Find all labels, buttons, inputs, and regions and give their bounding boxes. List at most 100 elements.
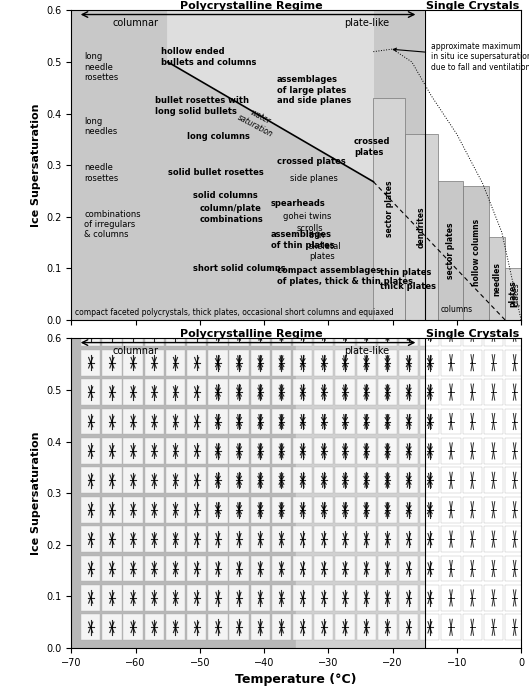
Text: Polycrystalline Regime: Polycrystalline Regime [180, 1, 323, 11]
Bar [187, 526, 206, 552]
Bar [378, 497, 397, 523]
Bar [272, 409, 291, 435]
Bar [357, 438, 376, 464]
Bar [166, 438, 185, 464]
Bar [102, 350, 122, 376]
Bar [144, 409, 164, 435]
Bar [462, 526, 482, 552]
Bar [484, 615, 503, 640]
Bar [484, 409, 503, 435]
Bar [378, 615, 397, 640]
Bar [378, 585, 397, 611]
Bar [335, 320, 354, 346]
Bar [441, 379, 461, 405]
Bar [272, 379, 291, 405]
Bar [144, 615, 164, 640]
Bar [335, 350, 354, 376]
Bar [272, 320, 291, 346]
Text: plate-like: plate-like [344, 18, 389, 28]
Bar [405, 134, 437, 320]
Bar [123, 409, 143, 435]
Text: compact faceted polycrystals, thick plates, occasional short columns and equiaxe: compact faceted polycrystals, thick plat… [75, 308, 394, 317]
Bar [484, 320, 503, 346]
Bar [437, 181, 463, 320]
Bar [293, 497, 312, 523]
Bar [230, 526, 249, 552]
Bar [420, 379, 440, 405]
Bar [102, 615, 122, 640]
Bar [230, 615, 249, 640]
Bar [230, 497, 249, 523]
Bar [102, 497, 122, 523]
Text: spearheads: spearheads [270, 200, 325, 209]
Bar [251, 615, 270, 640]
Text: long
needles: long needles [84, 116, 117, 136]
Bar [251, 379, 270, 405]
Y-axis label: Ice Supersaturation: Ice Supersaturation [31, 432, 41, 555]
Bar [373, 98, 405, 320]
Bar [272, 585, 291, 611]
Bar [357, 350, 376, 376]
Bar [272, 556, 291, 581]
Bar [123, 615, 143, 640]
Text: crossed
plates: crossed plates [354, 137, 390, 157]
Text: scrolls: scrolls [296, 224, 323, 233]
Bar [314, 409, 333, 435]
Bar [230, 409, 249, 435]
Bar [441, 497, 461, 523]
Bar [314, 526, 333, 552]
Bar [505, 615, 524, 640]
Bar [293, 556, 312, 581]
Bar [102, 585, 122, 611]
Text: side planes: side planes [290, 173, 338, 182]
Bar [441, 320, 461, 346]
Polygon shape [168, 0, 373, 182]
Text: crossed plates: crossed plates [277, 157, 346, 166]
Text: needle
rosettes: needle rosettes [84, 163, 118, 182]
Bar [293, 585, 312, 611]
Text: sector plates: sector plates [385, 181, 394, 237]
Bar [81, 320, 101, 346]
Bar [462, 497, 482, 523]
Bar [71, 328, 425, 648]
Bar [357, 497, 376, 523]
Text: plate-like: plate-like [344, 346, 389, 356]
Text: plates: plates [512, 282, 521, 306]
Text: column/plate
combinations: column/plate combinations [200, 204, 263, 224]
Bar [187, 438, 206, 464]
Bar [420, 467, 440, 493]
Bar [187, 556, 206, 581]
Bar [441, 467, 461, 493]
Bar [378, 409, 397, 435]
Bar [102, 467, 122, 493]
Bar [102, 379, 122, 405]
Bar [208, 526, 227, 552]
Bar [230, 320, 249, 346]
Bar [166, 585, 185, 611]
Bar [251, 409, 270, 435]
Text: Single Crystals: Single Crystals [426, 329, 519, 340]
Bar [123, 438, 143, 464]
Bar [314, 467, 333, 493]
Bar [71, 0, 425, 320]
Bar [399, 379, 418, 405]
Text: hollow columns: hollow columns [471, 219, 481, 286]
Bar [505, 320, 524, 346]
Bar [187, 350, 206, 376]
Text: long
needle
rosettes: long needle rosettes [84, 52, 118, 82]
Bar [208, 615, 227, 640]
Bar [81, 556, 101, 581]
Bar [378, 350, 397, 376]
Bar [144, 379, 164, 405]
Bar [505, 379, 524, 405]
Text: columns: columns [441, 305, 473, 314]
Bar [462, 379, 482, 405]
Bar [293, 350, 312, 376]
Bar [314, 497, 333, 523]
Bar [335, 615, 354, 640]
Bar [251, 526, 270, 552]
Bar [335, 526, 354, 552]
Bar [462, 467, 482, 493]
X-axis label: Temperature (°C): Temperature (°C) [235, 673, 357, 686]
Bar [272, 615, 291, 640]
